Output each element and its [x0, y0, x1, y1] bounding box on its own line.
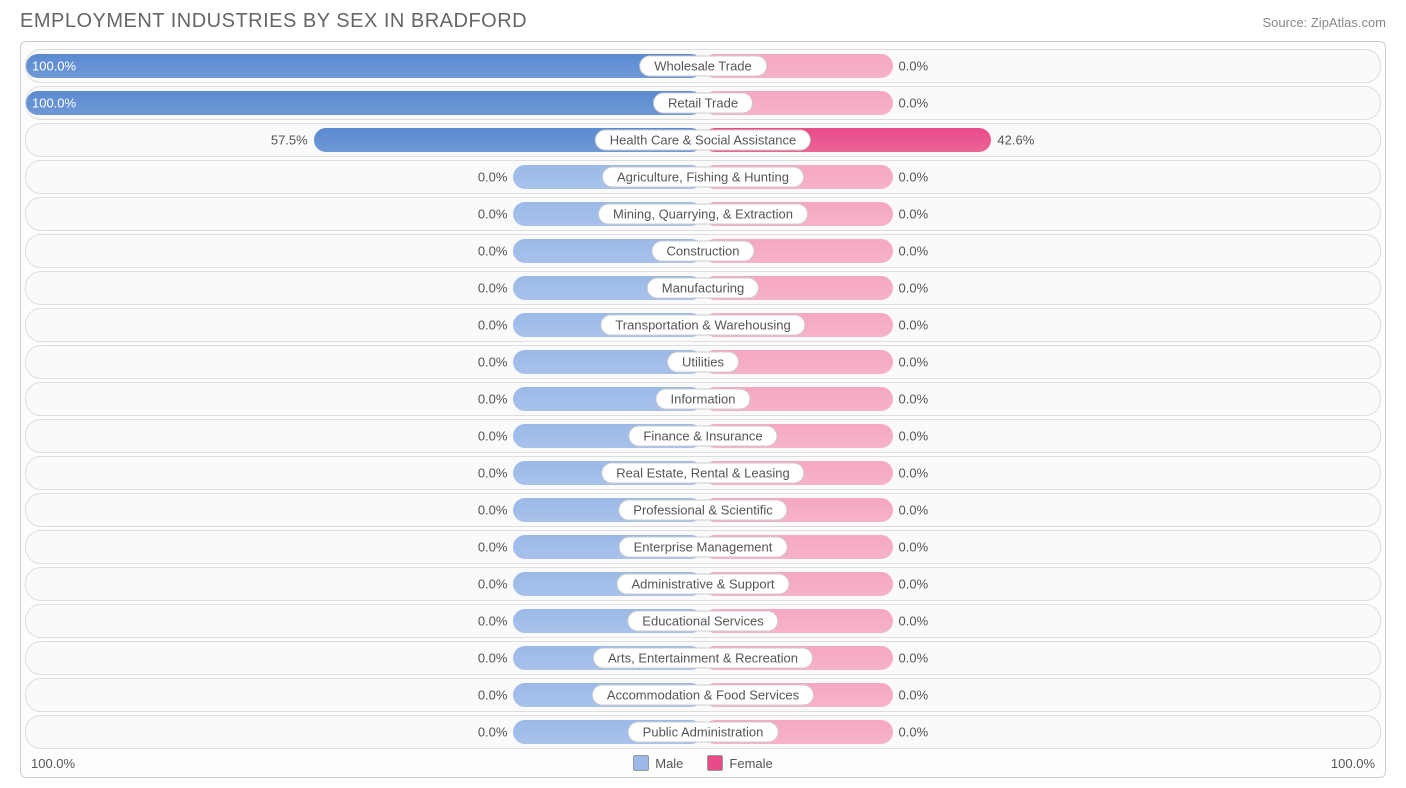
female-value: 0.0% — [899, 540, 929, 555]
chart-row: 0.0% 0.0% Accommodation & Food Services — [25, 678, 1381, 712]
male-swatch — [633, 755, 649, 771]
chart-container: 100.0% 0.0% Wholesale Trade 100.0% 0.0% Retai… — [20, 41, 1386, 778]
row-label: Utilities — [667, 352, 739, 373]
female-value: 0.0% — [899, 59, 929, 74]
chart-row: 0.0% 0.0% Professional & Scientific — [25, 493, 1381, 527]
legend-female-label: Female — [729, 756, 772, 771]
axis-left-label: 100.0% — [31, 756, 75, 771]
male-bar — [26, 91, 703, 115]
chart-row: 0.0% 0.0% Mining, Quarrying, & Extraction — [25, 197, 1381, 231]
female-value: 0.0% — [899, 503, 929, 518]
female-value: 0.0% — [899, 281, 929, 296]
header: EMPLOYMENT INDUSTRIES BY SEX IN BRADFORD… — [20, 10, 1386, 33]
male-value: 0.0% — [478, 540, 508, 555]
male-value: 0.0% — [478, 688, 508, 703]
row-label: Wholesale Trade — [639, 56, 767, 77]
row-label: Health Care & Social Assistance — [595, 130, 811, 151]
chart-row: 0.0% 0.0% Transportation & Warehousing — [25, 308, 1381, 342]
female-value: 0.0% — [899, 392, 929, 407]
male-value: 0.0% — [478, 466, 508, 481]
female-value: 0.0% — [899, 577, 929, 592]
male-value: 0.0% — [478, 281, 508, 296]
male-value: 0.0% — [478, 503, 508, 518]
row-label: Manufacturing — [647, 278, 759, 299]
male-bar — [26, 54, 703, 78]
male-value: 0.0% — [478, 392, 508, 407]
row-label: Public Administration — [628, 722, 779, 743]
chart-row: 0.0% 0.0% Public Administration — [25, 715, 1381, 749]
female-value: 0.0% — [899, 355, 929, 370]
row-label: Real Estate, Rental & Leasing — [601, 463, 804, 484]
chart-row: 100.0% 0.0% Retail Trade — [25, 86, 1381, 120]
male-value: 100.0% — [32, 96, 76, 111]
male-value: 0.0% — [478, 318, 508, 333]
male-value: 0.0% — [478, 651, 508, 666]
chart-row: 0.0% 0.0% Finance & Insurance — [25, 419, 1381, 453]
female-swatch — [707, 755, 723, 771]
chart-row: 100.0% 0.0% Wholesale Trade — [25, 49, 1381, 83]
row-label: Enterprise Management — [619, 537, 788, 558]
row-label: Accommodation & Food Services — [592, 685, 814, 706]
row-label: Transportation & Warehousing — [600, 315, 805, 336]
male-value: 57.5% — [271, 133, 308, 148]
axis-right-label: 100.0% — [1331, 756, 1375, 771]
male-value: 0.0% — [478, 429, 508, 444]
male-value: 0.0% — [478, 207, 508, 222]
male-value: 0.0% — [478, 725, 508, 740]
row-label: Construction — [652, 241, 755, 262]
row-label: Arts, Entertainment & Recreation — [593, 648, 813, 669]
chart-title: EMPLOYMENT INDUSTRIES BY SEX IN BRADFORD — [20, 10, 527, 33]
female-value: 0.0% — [899, 170, 929, 185]
male-value: 0.0% — [478, 614, 508, 629]
chart-row: 0.0% 0.0% Educational Services — [25, 604, 1381, 638]
male-value: 0.0% — [478, 244, 508, 259]
female-value: 0.0% — [899, 466, 929, 481]
female-value: 0.0% — [899, 614, 929, 629]
chart-row: 0.0% 0.0% Information — [25, 382, 1381, 416]
female-value: 0.0% — [899, 651, 929, 666]
chart-row: 0.0% 0.0% Construction — [25, 234, 1381, 268]
chart-row: 0.0% 0.0% Real Estate, Rental & Leasing — [25, 456, 1381, 490]
female-value: 0.0% — [899, 725, 929, 740]
legend-female: Female — [707, 755, 772, 771]
row-label: Information — [655, 389, 750, 410]
chart-row: 0.0% 0.0% Agriculture, Fishing & Hunting — [25, 160, 1381, 194]
chart-row: 0.0% 0.0% Enterprise Management — [25, 530, 1381, 564]
row-label: Administrative & Support — [616, 574, 789, 595]
male-value: 0.0% — [478, 355, 508, 370]
source-label: Source: ZipAtlas.com — [1262, 15, 1386, 30]
row-label: Retail Trade — [653, 93, 753, 114]
row-label: Agriculture, Fishing & Hunting — [602, 167, 804, 188]
legend-male: Male — [633, 755, 683, 771]
female-value: 0.0% — [899, 244, 929, 259]
chart-row: 0.0% 0.0% Arts, Entertainment & Recreation — [25, 641, 1381, 675]
row-label: Educational Services — [627, 611, 778, 632]
row-label: Professional & Scientific — [618, 500, 787, 521]
male-value: 0.0% — [478, 577, 508, 592]
female-value: 0.0% — [899, 429, 929, 444]
female-value: 0.0% — [899, 318, 929, 333]
chart-row: 57.5% 42.6% Health Care & Social Assistanc… — [25, 123, 1381, 157]
chart-row: 0.0% 0.0% Manufacturing — [25, 271, 1381, 305]
female-value: 0.0% — [899, 207, 929, 222]
chart-row: 0.0% 0.0% Utilities — [25, 345, 1381, 379]
legend-male-label: Male — [655, 756, 683, 771]
male-value: 100.0% — [32, 59, 76, 74]
female-value: 42.6% — [997, 133, 1034, 148]
female-value: 0.0% — [899, 688, 929, 703]
rows-container: 100.0% 0.0% Wholesale Trade 100.0% 0.0% Retai… — [25, 49, 1381, 749]
male-value: 0.0% — [478, 170, 508, 185]
chart-row: 0.0% 0.0% Administrative & Support — [25, 567, 1381, 601]
row-label: Mining, Quarrying, & Extraction — [598, 204, 808, 225]
female-value: 0.0% — [899, 96, 929, 111]
row-label: Finance & Insurance — [628, 426, 777, 447]
chart-footer: 100.0% Male Female 100.0% — [25, 755, 1381, 771]
